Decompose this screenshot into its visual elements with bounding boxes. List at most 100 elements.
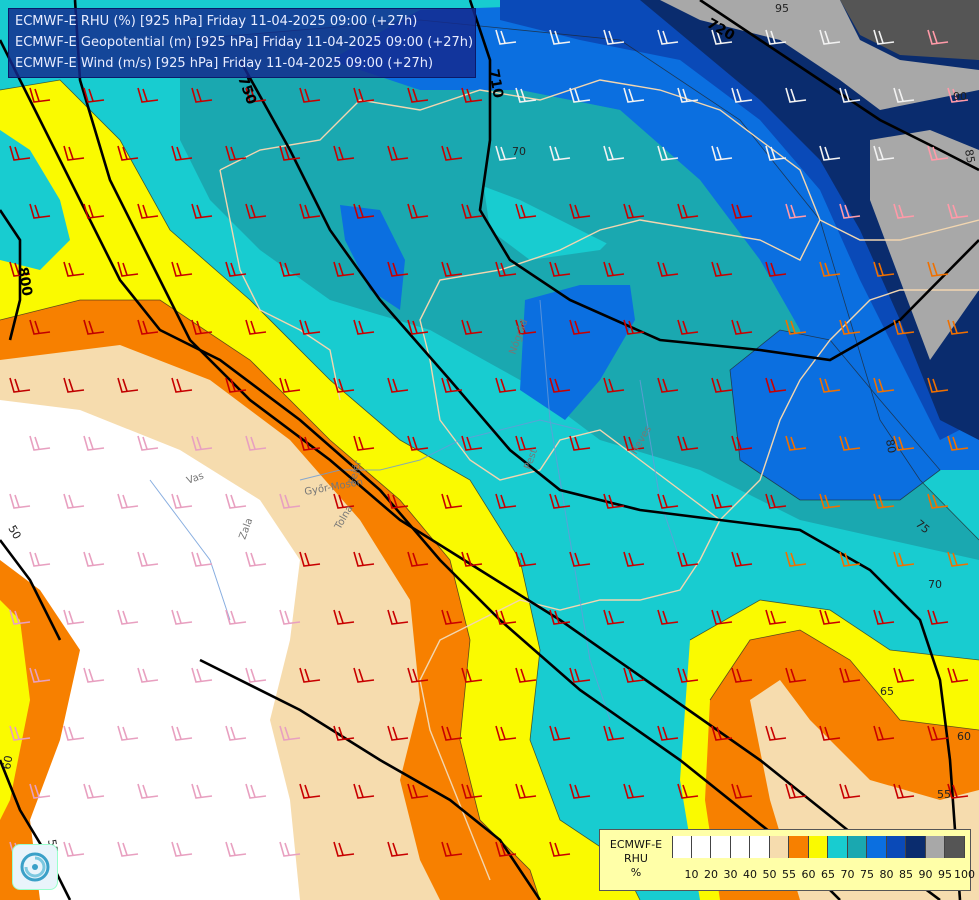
legend-swatch	[906, 836, 926, 858]
wind-barb	[225, 493, 247, 509]
wind-barb	[731, 87, 753, 103]
wind-barb	[441, 725, 463, 741]
legend-swatch	[750, 836, 770, 858]
wind-barb	[63, 841, 85, 857]
wind-barb	[495, 377, 517, 393]
wind-barb	[387, 725, 409, 741]
legend-tick: 75	[860, 868, 874, 881]
legend-title-var: RHU	[624, 852, 648, 865]
wind-barb	[171, 609, 193, 625]
wind-barb	[549, 725, 571, 741]
wind-barb	[711, 609, 733, 625]
wind-barb	[117, 725, 139, 741]
wind-barb	[623, 203, 645, 219]
wind-barb	[677, 203, 699, 219]
wind-barb	[495, 609, 517, 625]
wind-barb	[137, 203, 159, 219]
wind-barb	[819, 261, 841, 277]
wind-barb	[731, 783, 753, 799]
wind-barb	[785, 667, 807, 683]
wind-barb	[441, 609, 463, 625]
legend-swatch	[789, 836, 809, 858]
wind-barb	[927, 377, 949, 393]
wind-barb	[225, 261, 247, 277]
legend-tick: 90	[918, 868, 933, 881]
rhu-95-region-b	[870, 130, 979, 360]
wind-barb	[549, 377, 571, 393]
wind-barb	[407, 783, 429, 799]
wind-barb	[677, 551, 699, 567]
wind-barb	[495, 725, 517, 741]
wind-barb	[549, 609, 571, 625]
wind-barb	[225, 725, 247, 741]
rhu-label-80: 80	[883, 438, 898, 454]
wind-barb	[333, 261, 355, 277]
legend-swatch	[672, 836, 692, 858]
wind-barb	[947, 783, 969, 799]
wind-barb	[279, 609, 301, 625]
wind-barb	[407, 87, 429, 103]
wind-barb	[711, 493, 733, 509]
wind-barb	[873, 725, 895, 741]
wind-barb	[731, 319, 753, 335]
wind-barb	[873, 493, 895, 509]
wind-barb	[441, 493, 463, 509]
wind-barb	[9, 377, 31, 393]
wind-barb	[171, 145, 193, 161]
wind-barb	[407, 319, 429, 335]
wind-barb	[785, 203, 807, 219]
wind-barb	[731, 435, 753, 451]
wind-barb	[623, 667, 645, 683]
wind-barb	[927, 29, 949, 45]
wind-barb	[407, 551, 429, 567]
title-rhu: ECMWF-E RHU (%) [925 hPa] Friday 11-04-2…	[15, 14, 418, 29]
wind-barb	[171, 493, 193, 509]
wind-barb	[63, 493, 85, 509]
wind-barb	[765, 493, 787, 509]
wind-barb	[461, 783, 483, 799]
wind-barb	[9, 493, 31, 509]
legend-tick: 65	[821, 868, 835, 881]
wind-barb	[225, 377, 247, 393]
wind-barb	[515, 435, 537, 451]
wind-barb	[29, 87, 51, 103]
rhu-label-50: 50	[5, 523, 23, 542]
wind-barb	[657, 493, 679, 509]
legend-tick: 100	[954, 868, 975, 881]
wind-barb	[83, 435, 105, 451]
legend-tick: 40	[743, 868, 757, 881]
wind-barb	[407, 203, 429, 219]
wind-barb	[63, 261, 85, 277]
geo-label-800: 800	[14, 266, 35, 298]
wind-barb	[603, 725, 625, 741]
legend-tick: 85	[899, 868, 913, 881]
wind-barb	[711, 145, 733, 161]
wind-barb	[677, 667, 699, 683]
wind-barb	[117, 145, 139, 161]
wind-barb	[137, 319, 159, 335]
wind-barb	[353, 551, 375, 567]
wind-barb	[927, 725, 949, 741]
wind-barb	[299, 783, 321, 799]
wind-barb	[765, 145, 787, 161]
rhu-label-60b: 60	[0, 754, 15, 770]
legend-swatch	[828, 836, 848, 858]
wind-barb	[353, 667, 375, 683]
legend-tick: 80	[879, 868, 894, 881]
wind-barb	[461, 435, 483, 451]
wind-barb	[387, 377, 409, 393]
wind-barb	[623, 551, 645, 567]
title-geopotential: ECMWF-E Geopotential (m) [925 hPa] Frida…	[15, 35, 474, 50]
legend-swatch	[945, 836, 965, 858]
wind-barb	[171, 261, 193, 277]
wind-barb	[947, 667, 969, 683]
wind-barb	[9, 725, 31, 741]
wind-barb	[603, 377, 625, 393]
wind-barb	[171, 377, 193, 393]
rhu-legend: ECMWF-E RHU % 10 20 30 40 50 55 60 65 70 75 80 85 90…	[599, 829, 975, 891]
legend-swatch	[808, 836, 828, 858]
wind-barb	[947, 435, 969, 451]
wind-barb	[657, 609, 679, 625]
